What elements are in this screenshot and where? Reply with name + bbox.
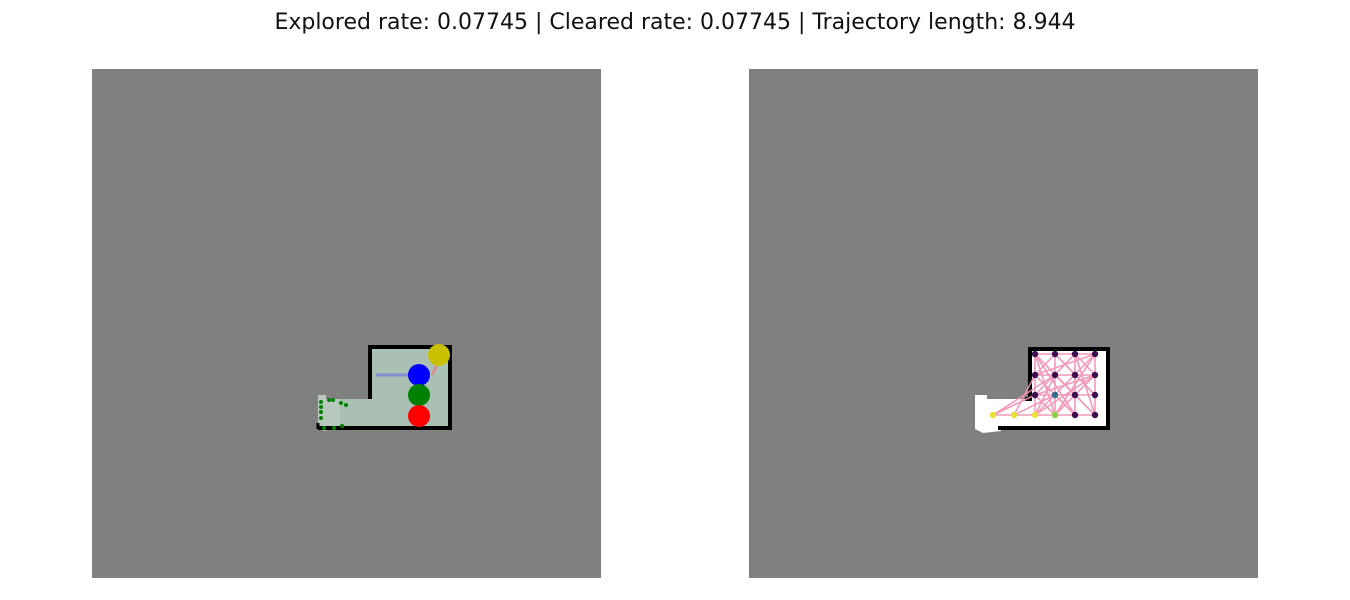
wall-outline xyxy=(998,347,1110,430)
graph-node xyxy=(1031,391,1039,399)
graph-node xyxy=(1091,391,1099,399)
graph-nodes xyxy=(989,350,1099,419)
agent-yellow xyxy=(428,344,450,366)
graph-node xyxy=(1010,411,1018,419)
frontier-markers xyxy=(319,398,348,430)
graph-node xyxy=(1031,350,1039,358)
agent-blue xyxy=(408,364,430,386)
figure-title: Explored rate: 0.07745 | Cleared rate: 0… xyxy=(274,10,1076,35)
graph-node xyxy=(989,411,997,419)
graph-node xyxy=(1071,411,1079,419)
wall-outline xyxy=(318,345,452,430)
graph-node xyxy=(1091,350,1099,358)
graph-edges xyxy=(992,353,1096,416)
explored-corridor xyxy=(975,395,1001,433)
graph-node xyxy=(1071,350,1079,358)
graph-node xyxy=(1031,371,1039,379)
left-map-panel xyxy=(92,69,601,578)
unknown-area xyxy=(92,69,601,578)
graph-node xyxy=(1051,411,1059,419)
graph-node xyxy=(1071,371,1079,379)
graph-node xyxy=(1051,391,1059,399)
agent-red xyxy=(408,405,430,427)
unknown-area xyxy=(749,69,1258,578)
graph-node xyxy=(1091,411,1099,419)
agent-green xyxy=(408,384,430,406)
explored-corridor xyxy=(318,395,340,431)
graph-node xyxy=(1071,391,1079,399)
graph-node xyxy=(1031,411,1039,419)
graph-node xyxy=(1051,371,1059,379)
graph-node xyxy=(1091,371,1099,379)
graph-node xyxy=(1051,350,1059,358)
right-graph-panel xyxy=(749,69,1258,578)
